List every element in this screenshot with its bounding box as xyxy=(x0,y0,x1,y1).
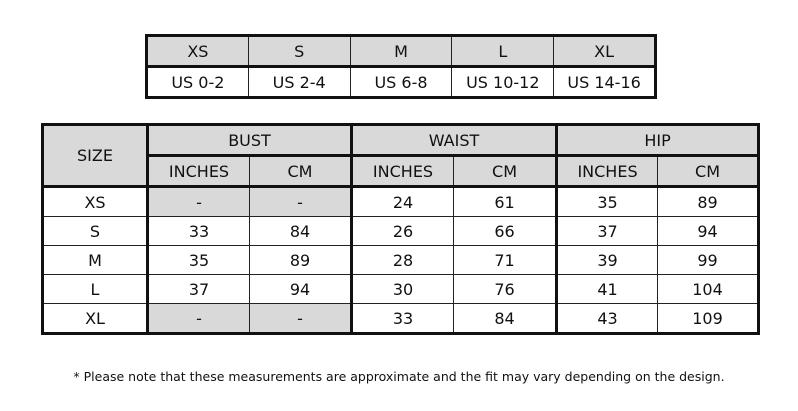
size-cell: XS xyxy=(146,35,249,68)
measurement-cell: - xyxy=(249,186,352,217)
us-size-cell: US 6-8 xyxy=(349,66,453,98)
size-cell: XL xyxy=(553,35,656,68)
unit-header: INCHES xyxy=(146,155,250,188)
measurement-cell: 89 xyxy=(657,186,760,217)
measurement-cell: 94 xyxy=(249,274,352,304)
unit-header: CM xyxy=(452,155,558,188)
measurement-cell: - xyxy=(146,303,250,334)
unit-header: INCHES xyxy=(350,155,454,188)
measurement-cell: 99 xyxy=(657,245,760,275)
measurement-cell: - xyxy=(146,186,250,217)
footnote: * Please note that these measurements ar… xyxy=(73,369,725,384)
measurement-cell: 76 xyxy=(452,274,558,304)
size-cell: M xyxy=(42,245,148,275)
measurements-table: SIZE BUST WAIST HIP INCHES CM INCHES CM … xyxy=(41,123,761,335)
measurement-cell: 33 xyxy=(350,303,454,334)
us-size-row: US 0-2 US 2-4 US 6-8 US 10-12 US 14-16 xyxy=(146,66,656,98)
measurement-cell: 104 xyxy=(657,274,760,304)
measurement-cell: 35 xyxy=(555,186,659,217)
size-cell: L xyxy=(451,35,555,68)
size-header: SIZE xyxy=(42,124,148,188)
measurement-cell: 84 xyxy=(249,216,352,246)
us-size-cell: US 0-2 xyxy=(146,66,249,98)
us-size-cell: US 2-4 xyxy=(247,66,351,98)
waist-header: WAIST xyxy=(349,124,558,157)
size-cell: S xyxy=(247,35,351,68)
group-header-row: SIZE BUST WAIST HIP xyxy=(42,124,760,188)
measurement-cell: 24 xyxy=(350,186,454,217)
table-row: M 35 89 28 71 39 99 xyxy=(42,245,760,275)
measurement-cell: 39 xyxy=(555,245,659,275)
hip-header: HIP xyxy=(555,124,760,157)
bust-header: BUST xyxy=(146,124,352,157)
measurement-cell: 43 xyxy=(555,303,659,334)
table-row: S 33 84 26 66 37 94 xyxy=(42,216,760,246)
measurement-cell: 84 xyxy=(452,303,558,334)
measurement-cell: 71 xyxy=(452,245,558,275)
unit-header: INCHES xyxy=(555,155,659,188)
measurement-cell: 41 xyxy=(555,274,659,304)
unit-header: CM xyxy=(249,155,352,188)
table-row: XL - -33 84 43 109 xyxy=(42,303,760,334)
size-cell: M xyxy=(349,35,453,68)
us-size-cell: US 14-16 xyxy=(553,66,656,98)
table-row: L 37 94 30 76 41 104 xyxy=(42,274,760,304)
measurement-cell: 109 xyxy=(657,303,760,334)
measurement-cell: 28 xyxy=(350,245,454,275)
size-cell: XS xyxy=(42,186,148,217)
measurement-cell: 37 xyxy=(555,216,659,246)
unit-header: CM xyxy=(657,155,760,188)
size-cell: L xyxy=(42,274,148,304)
size-row: XS S M L XL xyxy=(146,35,656,68)
size-cell: XL xyxy=(42,303,148,334)
measurement-cell: 66 xyxy=(452,216,558,246)
measurement-cell: - xyxy=(249,303,352,334)
size-conversion-table: XS S M L XL US 0-2 US 2-4 US 6-8 US 10-1… xyxy=(145,34,657,99)
measurement-cell: 94 xyxy=(657,216,760,246)
measurement-cell: 89 xyxy=(249,245,352,275)
size-cell: S xyxy=(42,216,148,246)
measurement-cell: 35 xyxy=(146,245,250,275)
measurement-cell: 33 xyxy=(146,216,250,246)
table-row: XS - -24 61 35 89 xyxy=(42,186,760,217)
measurement-cell: 37 xyxy=(146,274,250,304)
measurement-cell: 30 xyxy=(350,274,454,304)
measurement-cell: 26 xyxy=(350,216,454,246)
measurement-cell: 61 xyxy=(452,186,558,217)
unit-header-row: INCHES CM INCHES CM INCHES CM xyxy=(43,155,760,188)
us-size-cell: US 10-12 xyxy=(451,66,555,98)
